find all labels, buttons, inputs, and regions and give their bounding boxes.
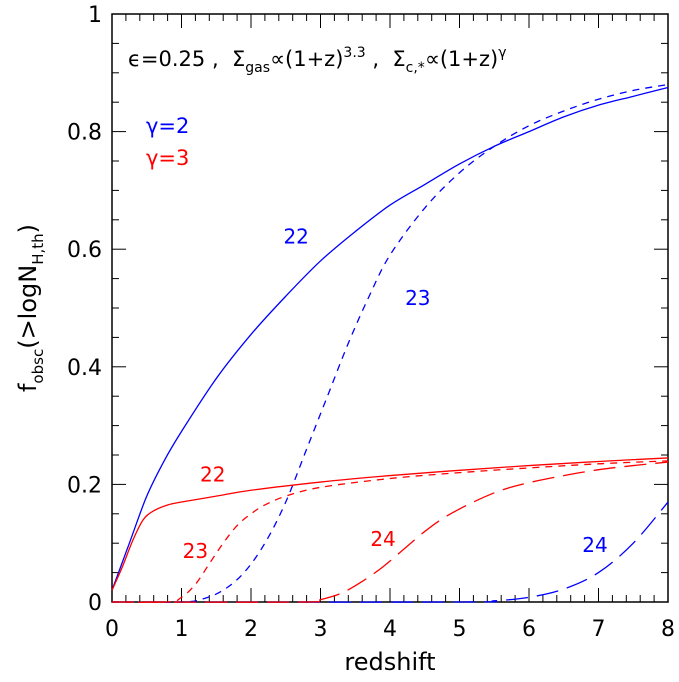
annotation-sigma-gas-sub: gas	[245, 60, 270, 76]
y-axis-title-sub: obsc	[29, 349, 47, 384]
annotation-exp-2: γ	[498, 45, 506, 61]
y-tick-label: 0	[88, 591, 102, 616]
x-tick-label: 4	[383, 617, 397, 642]
y-axis-title-main: f	[14, 383, 42, 392]
annotation-sep-1: ,	[205, 47, 232, 71]
curve-label-2: 24	[582, 533, 607, 557]
series-line-1	[111, 83, 669, 603]
y-axis-title-close: )	[14, 224, 42, 233]
annotation-propto-2: ∝(1+z)	[425, 47, 498, 71]
curve-label-3: 22	[200, 462, 225, 486]
x-tick-label: 8	[661, 617, 675, 642]
x-tick-labels: 0 1 2 3 4 5 6 7 8	[105, 617, 675, 642]
x-tick-label: 1	[175, 617, 189, 642]
y-tick-label: 1	[88, 3, 102, 28]
y-axis-title: fobsc(>logNH,th)	[14, 224, 47, 392]
x-tick-label: 6	[522, 617, 536, 642]
curve-label-1: 23	[405, 286, 430, 310]
curve-labels: 22 23 24 22 23 24	[183, 224, 608, 563]
x-tick-label: 3	[314, 617, 328, 642]
curve-label-5: 24	[370, 527, 395, 551]
curve-label-0: 22	[283, 224, 308, 248]
annotation-eps: ϵ=0.25	[128, 47, 205, 71]
parameter-annotation: ϵ=0.25 , Σgas∝(1+z)3.3 , Σc,*∝(1+z)γ	[128, 45, 506, 76]
plot-frame	[111, 13, 669, 603]
ticks	[111, 13, 669, 603]
annotation-sigma-c: Σ	[392, 47, 405, 71]
legend-gamma-2: γ=2	[146, 114, 189, 138]
x-tick-label: 2	[244, 617, 258, 642]
series-group	[111, 83, 669, 603]
annotation-sep-2: ,	[366, 47, 393, 71]
y-tick-labels: 0 0.2 0.4 0.6 0.8 1	[67, 3, 102, 616]
y-tick-label: 0.2	[67, 473, 102, 498]
y-tick-label: 0.4	[67, 356, 102, 381]
y-tick-label: 0.8	[67, 121, 102, 146]
annotation-exp-1: 3.3	[343, 45, 365, 61]
y-axis-title-rest: (>logN	[14, 265, 42, 349]
x-tick-label: 5	[453, 617, 467, 642]
x-tick-label: 7	[592, 617, 606, 642]
x-axis-title: redshift	[344, 648, 435, 676]
annotation-propto-1: ∝(1+z)	[270, 47, 343, 71]
annotation-sigma-c-sub: c,*	[406, 60, 425, 76]
y-tick-label: 0.6	[67, 238, 102, 263]
series-line-5	[111, 461, 669, 603]
series-line-3	[111, 457, 669, 591]
series-line-2	[111, 501, 669, 603]
annotation-sigma-gas: Σ	[232, 47, 245, 71]
legend-gamma-3: γ=3	[146, 146, 189, 170]
y-axis-title-sub2: H,th	[29, 233, 47, 264]
curve-label-4: 23	[183, 539, 208, 563]
series-line-4	[111, 460, 669, 603]
x-tick-label: 0	[105, 617, 119, 642]
series-line-0	[111, 86, 669, 591]
